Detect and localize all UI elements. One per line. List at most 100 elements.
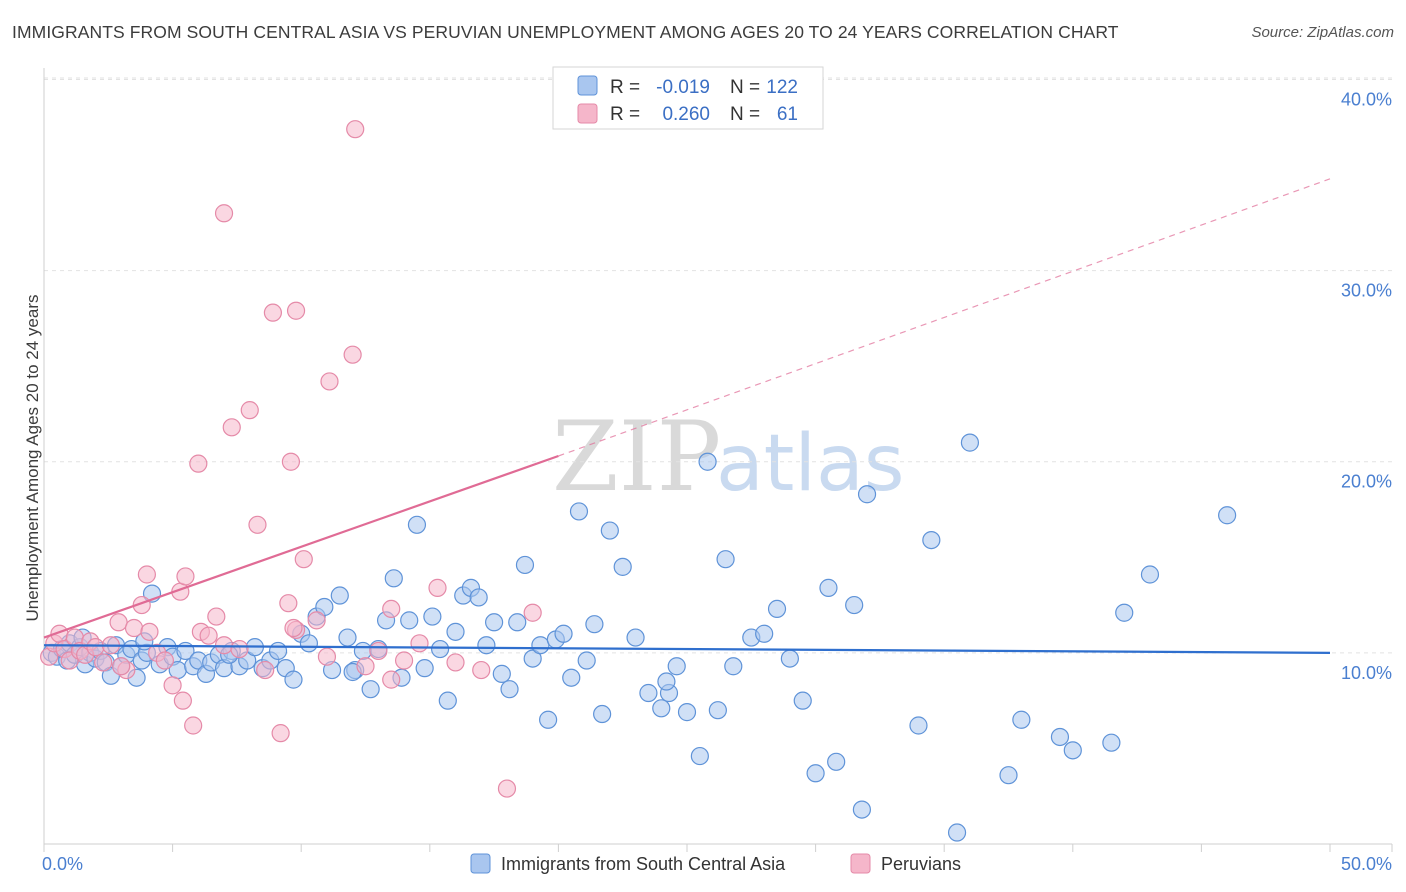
point-south-central-asia (716, 550, 735, 569)
legend-r-value-1: -0.019 (656, 77, 710, 98)
watermark-atlas: atlas (716, 419, 905, 509)
bottom-legend: Immigrants from South Central Asia Peruv… (470, 853, 961, 874)
point-south-central-asia (515, 555, 535, 575)
point-south-central-asia (353, 641, 373, 661)
point-peruvians (394, 651, 414, 670)
point-peruvians (346, 120, 365, 139)
point-south-central-asia (438, 691, 457, 710)
point-peruvians (410, 634, 429, 653)
point-south-central-asia (677, 703, 697, 722)
point-south-central-asia (1102, 733, 1121, 752)
point-south-central-asia (1218, 506, 1237, 525)
axes (43, 68, 1393, 852)
point-south-central-asia (430, 639, 450, 659)
point-south-central-asia (585, 615, 604, 634)
x-tick-label-min: 0.0% (42, 854, 83, 874)
y-tick-label: 20.0% (1341, 472, 1392, 492)
legend-box (552, 66, 824, 130)
bottom-legend-swatch-pink (850, 853, 871, 874)
point-south-central-asia (857, 485, 877, 504)
point-south-central-asia (593, 704, 612, 724)
point-south-central-asia (698, 452, 717, 471)
point-peruvians (112, 657, 131, 676)
point-peruvians (428, 578, 447, 597)
point-peruvians (284, 618, 303, 638)
point-south-central-asia (446, 622, 465, 641)
point-south-central-asia (415, 659, 434, 678)
point-peruvians (307, 611, 326, 630)
point-peruvians (137, 565, 156, 584)
point-peruvians (173, 691, 192, 710)
legend-r-label-1: R = (610, 77, 640, 98)
point-south-central-asia (531, 636, 550, 655)
point-south-central-asia (922, 530, 941, 550)
point-peruvians (155, 651, 174, 670)
point-south-central-asia (909, 716, 928, 735)
point-south-central-asia (1140, 565, 1160, 584)
point-south-central-asia (523, 649, 542, 668)
legend: R = -0.019 N = 122 R = 0.260 N = 61 (552, 66, 824, 130)
legend-n-value-2: 61 (777, 104, 798, 125)
x-tick-label-max: 50.0% (1341, 854, 1392, 874)
legend-swatch-pink (577, 103, 598, 124)
point-south-central-asia (539, 710, 558, 729)
point-south-central-asia (1115, 603, 1134, 622)
point-peruvians (263, 303, 283, 322)
point-peruvians (294, 550, 313, 569)
point-south-central-asia (485, 613, 504, 632)
point-peruvians (199, 626, 218, 645)
point-peruvians (279, 594, 298, 613)
point-south-central-asia (626, 628, 645, 647)
point-south-central-asia (806, 764, 825, 783)
trend-line-peruvians-extension (558, 178, 1331, 457)
point-south-central-asia (960, 433, 980, 452)
point-south-central-asia (569, 502, 589, 521)
point-peruvians (230, 639, 249, 659)
point-south-central-asia (767, 599, 787, 619)
point-south-central-asia (690, 746, 709, 766)
point-peruvians (214, 204, 234, 223)
point-south-central-asia (852, 800, 871, 819)
point-peruvians (163, 676, 182, 695)
point-south-central-asia (554, 624, 573, 643)
point-south-central-asia (500, 680, 519, 699)
trend-line-peruvians (43, 454, 559, 639)
legend-n-label-2: N = (730, 104, 760, 125)
point-peruvians (382, 670, 401, 689)
watermark-zip: ZIP (552, 401, 721, 513)
point-south-central-asia (284, 670, 303, 689)
point-south-central-asia (338, 628, 357, 647)
point-peruvians (320, 372, 339, 391)
point-peruvians (497, 779, 517, 798)
point-south-central-asia (827, 752, 846, 771)
y-tick-label: 10.0% (1341, 663, 1392, 683)
point-peruvians (94, 653, 113, 672)
point-south-central-asia (708, 701, 727, 720)
point-peruvians (343, 345, 362, 364)
point-peruvians (140, 622, 159, 641)
point-peruvians (86, 638, 105, 657)
legend-n-label-1: N = (730, 77, 760, 98)
point-peruvians (356, 657, 375, 676)
point-south-central-asia (845, 595, 864, 615)
point-south-central-asia (1050, 727, 1070, 747)
point-peruvians (256, 660, 275, 680)
point-south-central-asia (947, 823, 967, 842)
point-south-central-asia (600, 521, 619, 540)
point-south-central-asia (423, 607, 442, 626)
point-south-central-asia (315, 597, 334, 617)
bottom-legend-label-pink: Peruvians (881, 854, 961, 874)
point-south-central-asia (1063, 741, 1082, 760)
point-south-central-asia (562, 668, 581, 687)
point-south-central-asia (652, 699, 671, 718)
point-south-central-asia (299, 634, 319, 653)
point-south-central-asia (724, 657, 743, 676)
y-tick-labels: 10.0% 20.0% 30.0% 40.0% (1341, 89, 1392, 682)
point-peruvians (472, 660, 491, 680)
point-south-central-asia (577, 651, 596, 670)
point-peruvians (248, 515, 267, 534)
point-peruvians (189, 454, 208, 473)
point-south-central-asia (999, 766, 1018, 785)
y-axis-label: Unemployment Among Ages 20 to 24 years (23, 295, 42, 622)
